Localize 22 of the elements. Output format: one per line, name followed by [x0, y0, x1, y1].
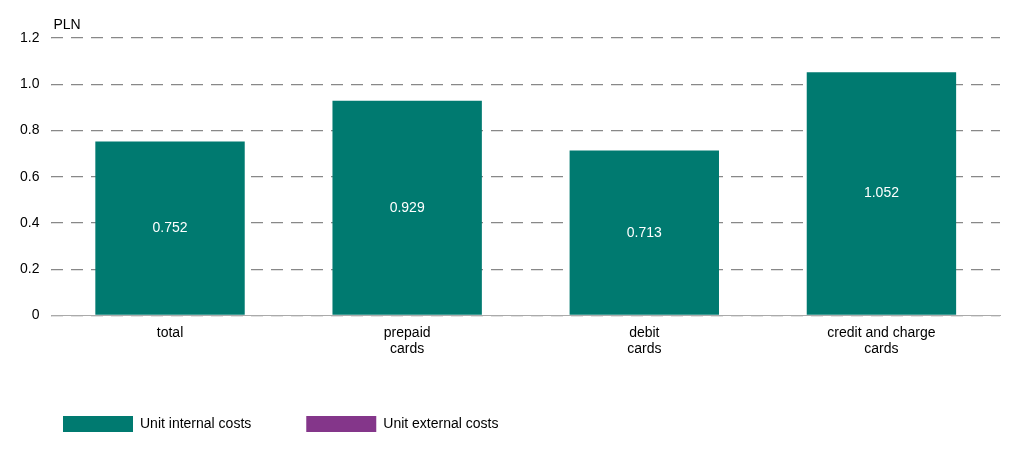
x-tick-label: total	[156, 323, 184, 340]
bar	[95, 141, 245, 315]
y-tick-label: 0.8	[19, 121, 40, 138]
x-tick-label: credit and charge cards	[827, 323, 936, 357]
y-tick-label: 1.2	[19, 28, 40, 45]
data-label: 0.929	[389, 198, 425, 215]
y-tick-label: 0.4	[19, 213, 40, 230]
y-tick-label: 0.2	[19, 260, 40, 277]
x-tick-label: prepaid cards	[383, 323, 431, 357]
bar	[332, 100, 482, 315]
y-tick-label: 0.6	[19, 167, 40, 184]
bar	[569, 150, 719, 315]
data-label: 1.052	[863, 184, 900, 201]
data-label: 0.713	[626, 223, 663, 240]
legend-label: Unit internal costs	[140, 414, 252, 431]
bar	[806, 72, 957, 315]
data-label: 0.752	[152, 219, 188, 236]
legend-label: Unit external costs	[383, 414, 499, 431]
y-tick-label: 1.0	[19, 75, 40, 92]
y-tick-label: 0	[31, 306, 40, 323]
x-tick-label: debit cards	[627, 323, 662, 357]
y-axis-title: PLN	[53, 15, 81, 32]
